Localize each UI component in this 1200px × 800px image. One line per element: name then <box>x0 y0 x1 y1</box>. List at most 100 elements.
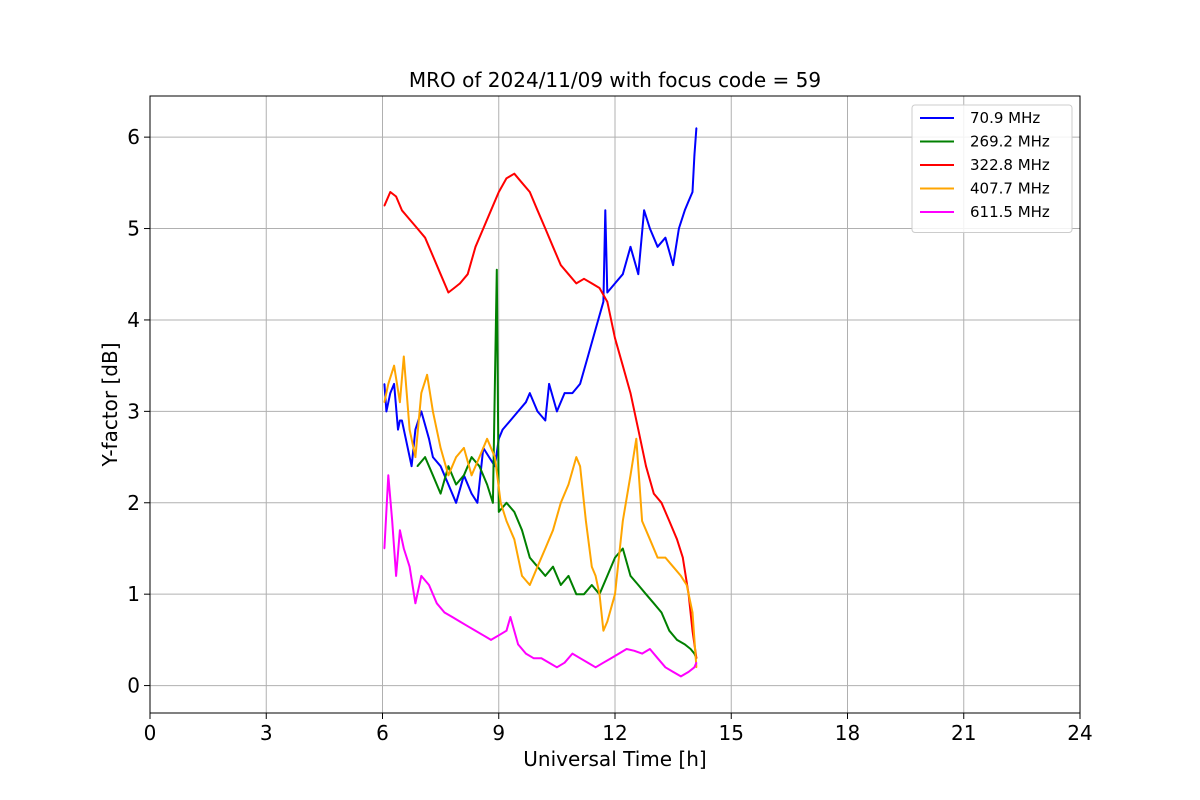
y-tick-label: 1 <box>127 582 140 606</box>
data-point <box>693 154 696 157</box>
data-point <box>505 629 508 632</box>
data-point <box>395 195 397 198</box>
grid-layer <box>149 96 1081 713</box>
data-point <box>682 556 684 559</box>
data-point <box>567 483 570 486</box>
data-point <box>439 447 442 449</box>
data-point <box>447 474 450 477</box>
data-point <box>393 364 395 367</box>
data-point <box>383 547 386 550</box>
series-4 <box>383 474 698 678</box>
data-point <box>567 575 570 577</box>
data-point <box>399 401 401 404</box>
data-point <box>383 401 386 404</box>
x-tick-label: 12 <box>602 721 627 745</box>
legend-label: 70.9 MHz <box>970 109 1040 127</box>
data-point <box>685 584 688 586</box>
data-point <box>521 529 523 531</box>
data-point <box>447 483 450 486</box>
data-point <box>436 602 438 605</box>
y-tick-label: 5 <box>127 217 140 241</box>
data-point <box>680 575 682 577</box>
data-point <box>517 410 519 413</box>
data-point <box>680 675 682 678</box>
y-axis: 0 1 2 3 4 5 6 <box>127 125 150 698</box>
data-point <box>529 191 531 193</box>
data-point <box>478 456 481 458</box>
data-point <box>552 529 554 531</box>
data-point <box>478 465 481 468</box>
x-tick-label: 9 <box>492 721 505 745</box>
data-point <box>505 520 508 522</box>
legend-item: 322.8 MHz <box>920 156 1050 174</box>
data-point <box>428 584 430 586</box>
data-point <box>544 227 547 230</box>
data-point <box>583 278 585 280</box>
data-point <box>447 465 450 468</box>
data-point <box>521 575 523 577</box>
data-point <box>622 547 624 550</box>
data-point <box>498 511 500 513</box>
data-point <box>420 410 423 413</box>
data-point <box>629 246 632 248</box>
data-point <box>389 191 392 193</box>
legend-box <box>911 104 1073 233</box>
data-point <box>645 593 647 595</box>
data-point <box>594 666 597 669</box>
data-point <box>649 648 651 650</box>
data-point <box>660 502 663 504</box>
data-point <box>509 419 512 422</box>
data-point <box>598 287 601 289</box>
data-point <box>470 474 473 477</box>
data-point <box>664 236 667 239</box>
data-point <box>399 529 401 531</box>
data-point <box>672 264 674 266</box>
data-point <box>391 520 394 522</box>
x-tick-label: 3 <box>260 721 273 745</box>
data-point <box>653 492 655 495</box>
data-point <box>635 438 638 440</box>
data-point <box>560 264 562 266</box>
x-tick-label: 6 <box>376 721 389 745</box>
data-point <box>560 502 562 504</box>
data-point <box>664 556 667 559</box>
data-point <box>420 575 423 577</box>
data-point <box>455 502 457 504</box>
data-point <box>432 474 434 477</box>
chart-title: MRO of 2024/11/09 with focus code = 59 <box>409 68 821 92</box>
data-point <box>498 191 500 193</box>
data-point <box>470 492 473 495</box>
data-point <box>622 273 624 276</box>
data-point <box>474 629 477 632</box>
data-point <box>614 337 616 340</box>
data-point <box>594 328 597 330</box>
data-point <box>387 474 390 477</box>
x-tick-label: 0 <box>144 721 157 745</box>
data-point <box>602 661 605 664</box>
data-point <box>410 465 413 468</box>
data-point <box>490 639 492 641</box>
data-point <box>649 227 651 230</box>
data-point <box>606 575 609 577</box>
data-point <box>414 456 417 458</box>
data-point <box>540 657 543 659</box>
data-point <box>383 204 386 207</box>
x-tick-label: 18 <box>835 721 860 745</box>
data-point <box>395 575 397 577</box>
data-point <box>536 209 539 212</box>
data-point <box>439 492 442 495</box>
data-point <box>548 383 550 385</box>
y-tick-label: 3 <box>127 399 140 423</box>
legend-label: 322.8 MHz <box>970 156 1050 174</box>
data-point <box>405 438 407 440</box>
data-point <box>567 273 570 276</box>
data-point <box>455 456 457 458</box>
data-point <box>622 364 624 367</box>
data-point <box>513 172 516 175</box>
legend-item: 269.2 MHz <box>920 133 1050 151</box>
data-point <box>466 273 469 276</box>
data-point <box>571 652 574 655</box>
data-point <box>689 648 692 650</box>
data-point <box>602 300 605 303</box>
data-point <box>521 182 523 184</box>
